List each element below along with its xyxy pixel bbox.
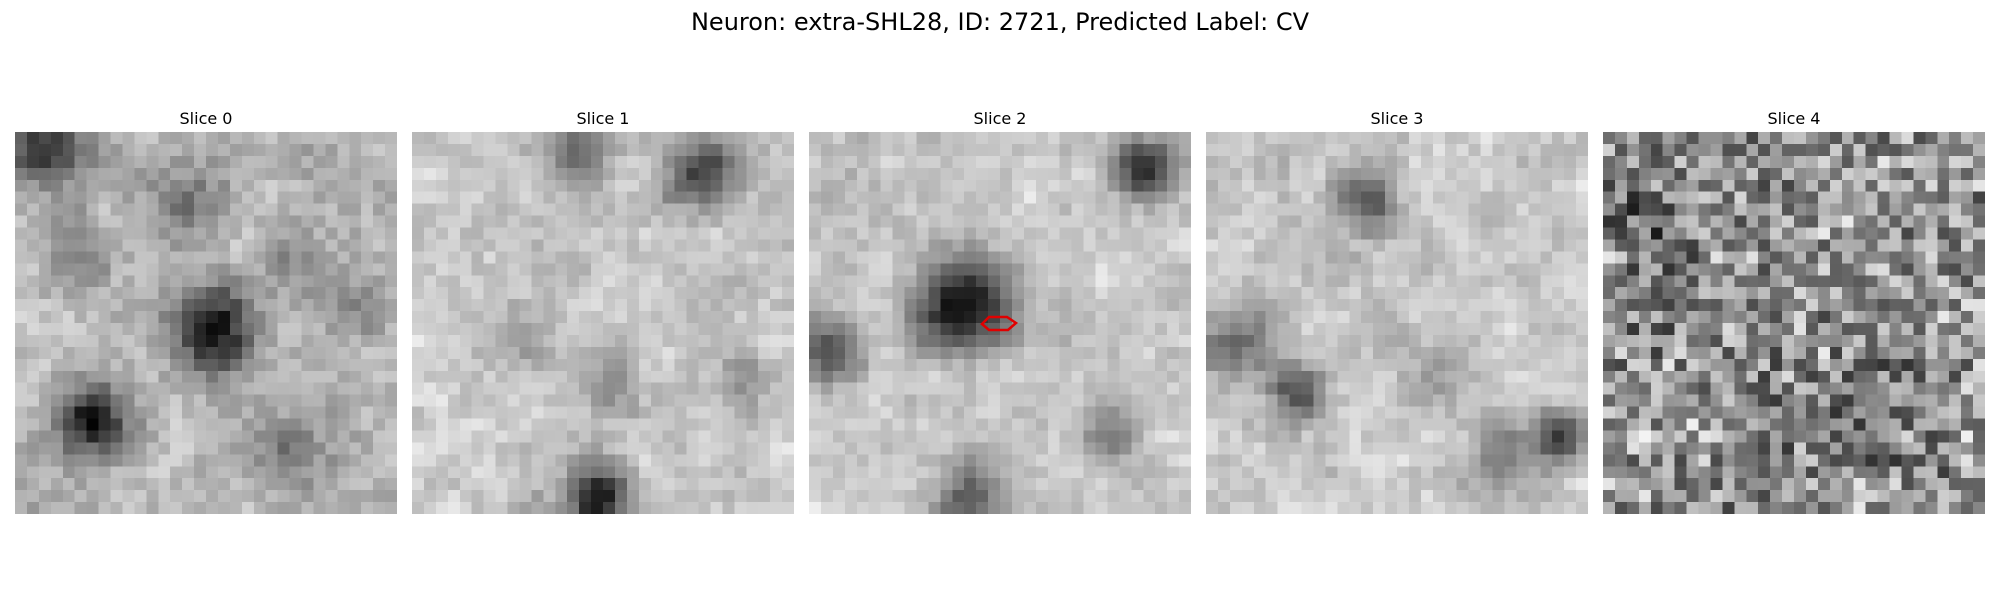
slice-title: Slice 2 (973, 109, 1027, 128)
slice-title: Slice 3 (1370, 109, 1424, 128)
slice-panel-0: Slice 0 (15, 108, 397, 514)
slice-image-0 (15, 132, 397, 514)
slice-title: Slice 4 (1767, 109, 1821, 128)
slice-panel-4: Slice 4 (1603, 108, 1985, 514)
slice-image-3 (1206, 132, 1588, 514)
slice-panel-3: Slice 3 (1206, 108, 1588, 514)
slice-panel-1: Slice 1 (412, 108, 794, 514)
slice-title: Slice 1 (576, 109, 630, 128)
figure-title: Neuron: extra-SHL28, ID: 2721, Predicted… (690, 8, 1310, 36)
slice-title: Slice 0 (179, 109, 233, 128)
slice-image-2 (809, 132, 1191, 514)
slice-image-1 (412, 132, 794, 514)
slice-panel-2: Slice 2 (809, 108, 1191, 514)
slice-image-4 (1603, 132, 1985, 514)
